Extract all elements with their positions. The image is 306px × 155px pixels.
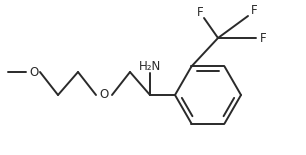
Text: F: F <box>251 4 257 16</box>
Text: O: O <box>29 66 39 78</box>
Text: F: F <box>197 5 203 18</box>
Text: O: O <box>99 89 109 102</box>
Text: F: F <box>260 31 266 44</box>
Text: H₂N: H₂N <box>139 60 161 73</box>
